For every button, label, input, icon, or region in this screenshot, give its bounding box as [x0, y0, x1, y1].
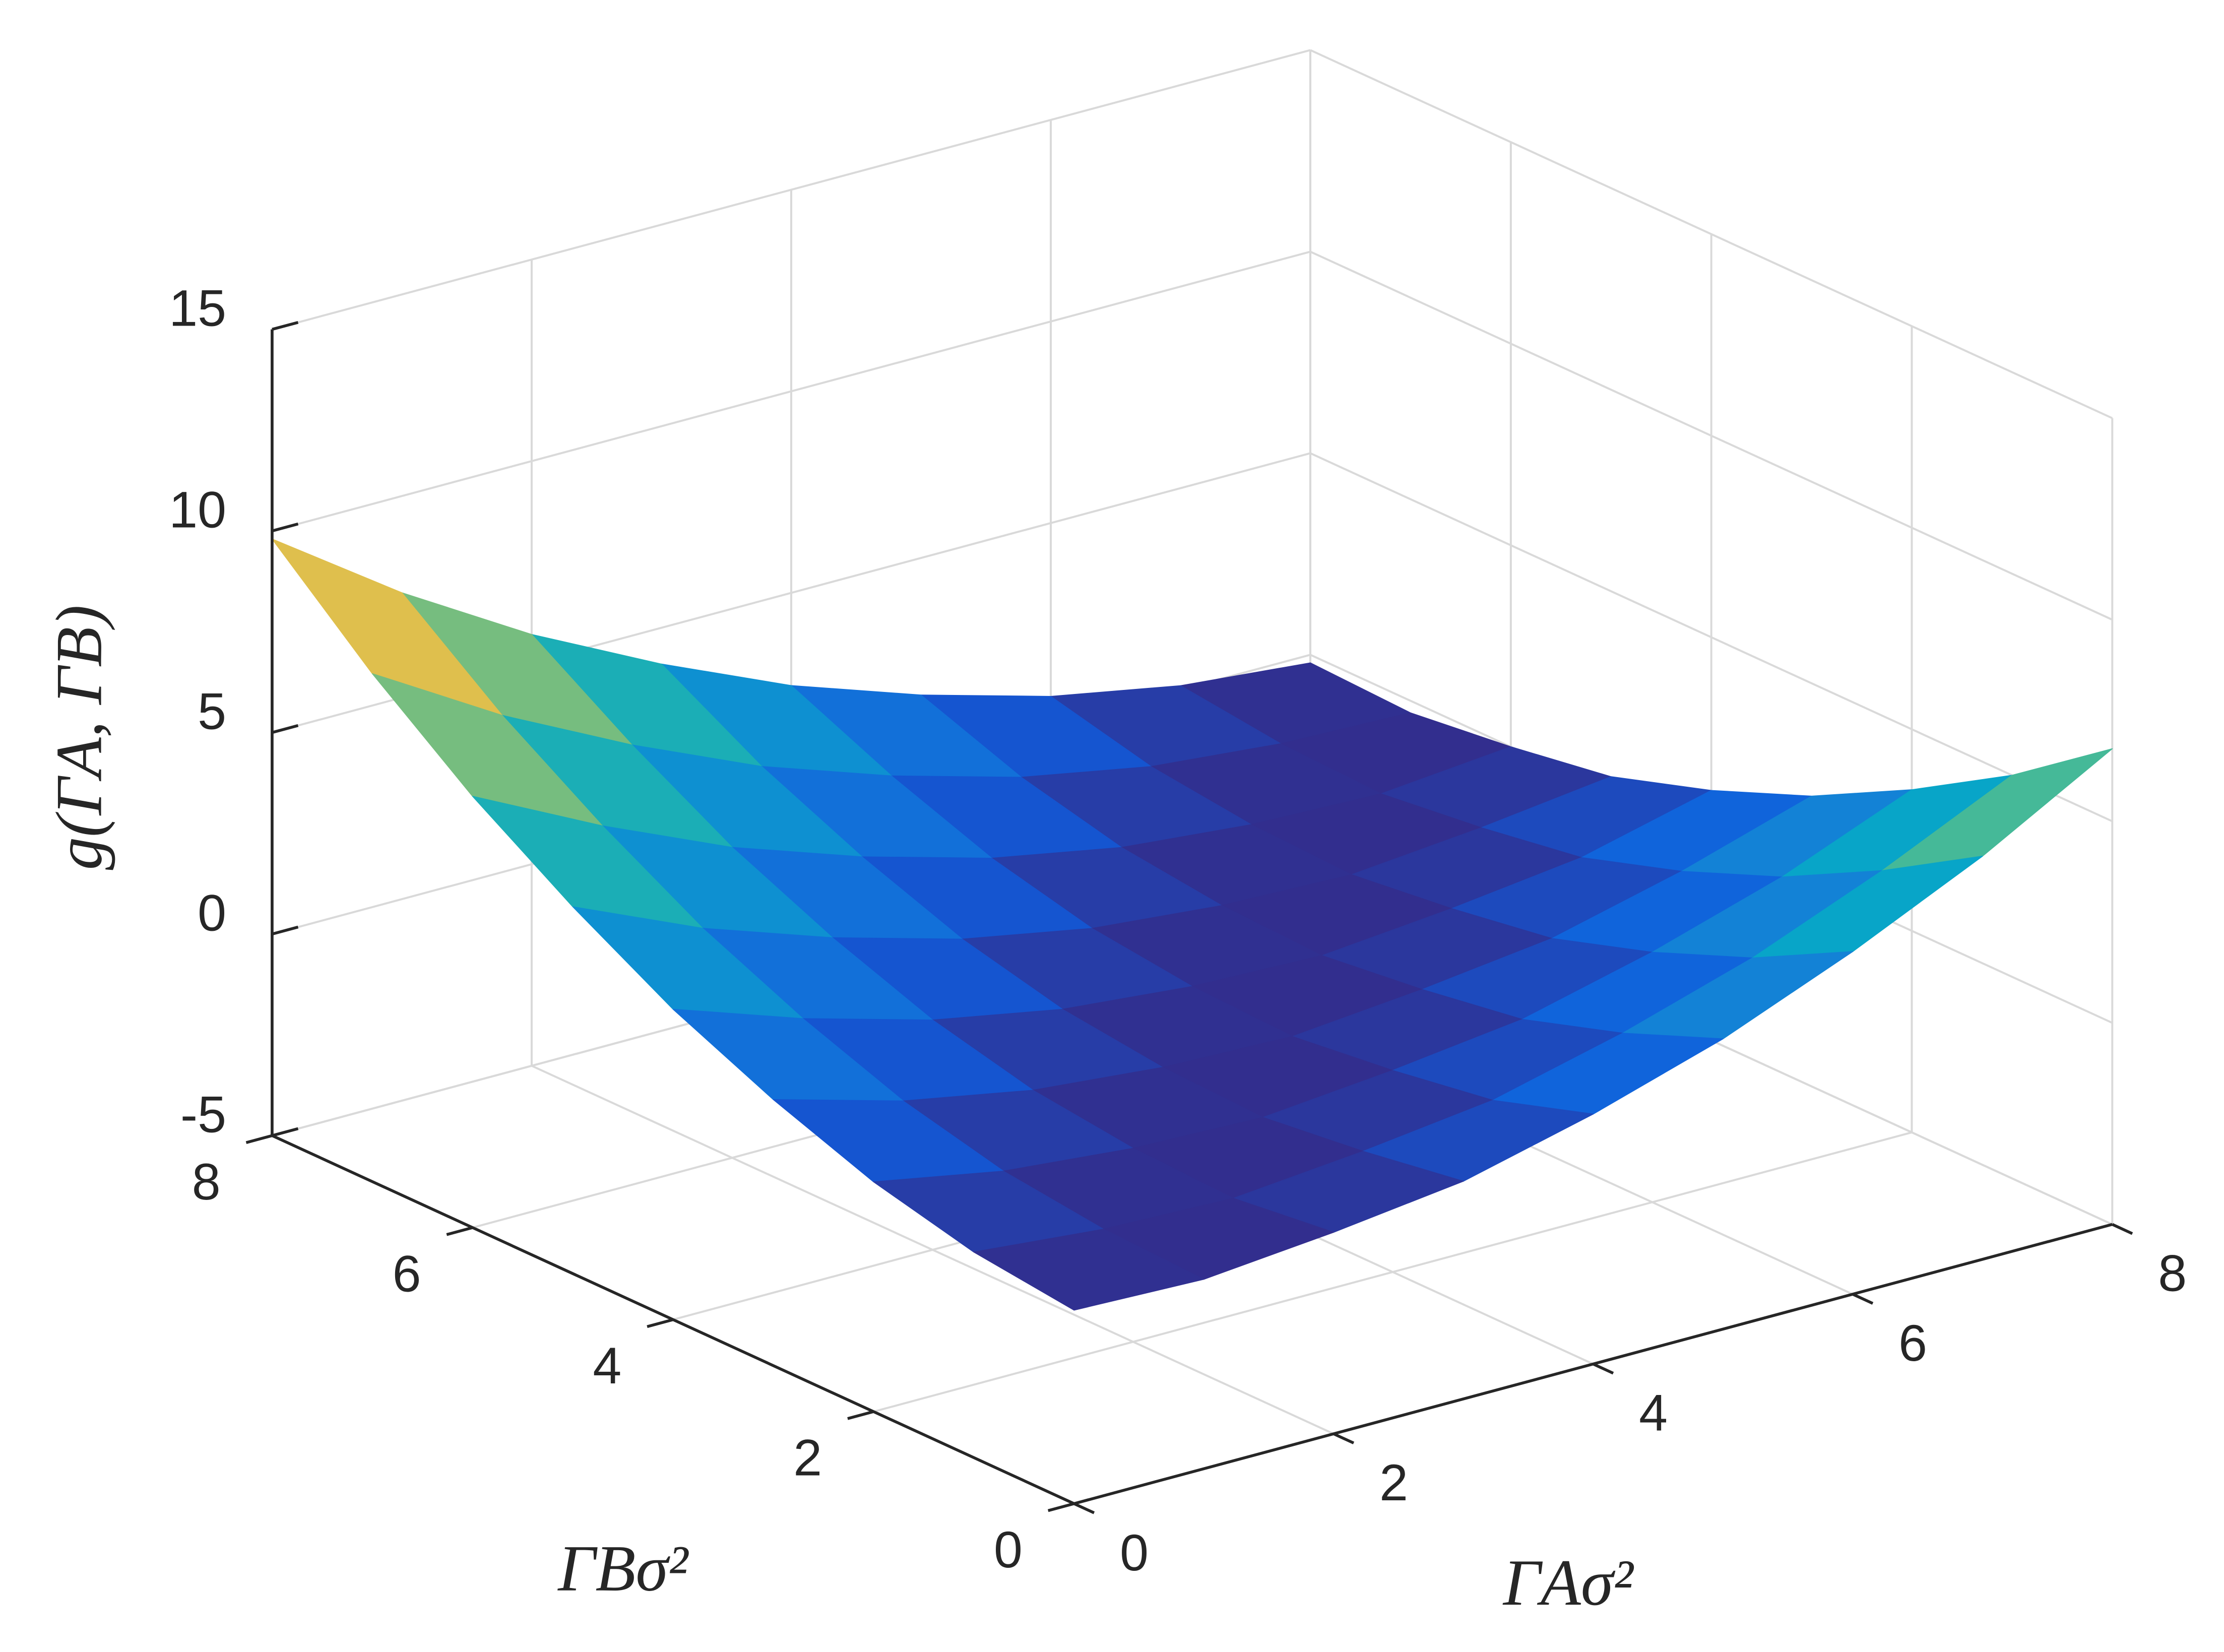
- z-tick: [272, 321, 299, 331]
- x-tick: [1593, 1362, 1614, 1375]
- z-axis-label: g(ΓA, ΓB): [43, 605, 116, 870]
- y-tick: [847, 1410, 874, 1420]
- x-axis-label: ΓAσ²: [1502, 1547, 1634, 1619]
- x-tick: [1073, 1502, 1095, 1514]
- x-tick-label: 6: [1898, 1314, 1927, 1372]
- y-axis-label: ΓBσ²: [557, 1533, 689, 1605]
- axes: -5 0 5 10 15 0 2 4 6 8 0 2 4 6 8: [169, 279, 2187, 1581]
- x-tick: [1333, 1432, 1355, 1444]
- z-tick: [272, 522, 299, 533]
- y-tick: [446, 1226, 473, 1236]
- y-tick-label: 4: [593, 1337, 621, 1394]
- surface-patch: [973, 1229, 1204, 1311]
- y-tick-label: 2: [793, 1429, 822, 1487]
- y-tick-label: 6: [393, 1244, 421, 1302]
- z-tick: [272, 724, 299, 734]
- grid-line: [873, 1131, 1913, 1413]
- x-tick-label: 4: [1639, 1384, 1668, 1442]
- y-tick-label: 8: [192, 1153, 221, 1211]
- y-tick: [647, 1318, 674, 1328]
- z-tick-label: -5: [180, 1085, 226, 1143]
- x-tick-label: 0: [1120, 1523, 1149, 1581]
- x-tick-label: 8: [2158, 1244, 2187, 1302]
- surface: [272, 538, 2113, 1311]
- z-tick: [272, 925, 299, 936]
- y-tick: [1047, 1502, 1074, 1512]
- y-tick-label: 0: [994, 1520, 1023, 1578]
- z-tick-label: 5: [198, 682, 226, 740]
- z-tick: [272, 1127, 299, 1137]
- z-tick-label: 15: [169, 279, 226, 337]
- y-tick: [245, 1134, 273, 1144]
- z-tick-label: 0: [198, 883, 226, 941]
- z-tick-label: 10: [169, 480, 226, 538]
- x-tick-label: 2: [1379, 1453, 1408, 1511]
- x-tick: [1852, 1293, 1874, 1305]
- x-tick: [2112, 1223, 2133, 1235]
